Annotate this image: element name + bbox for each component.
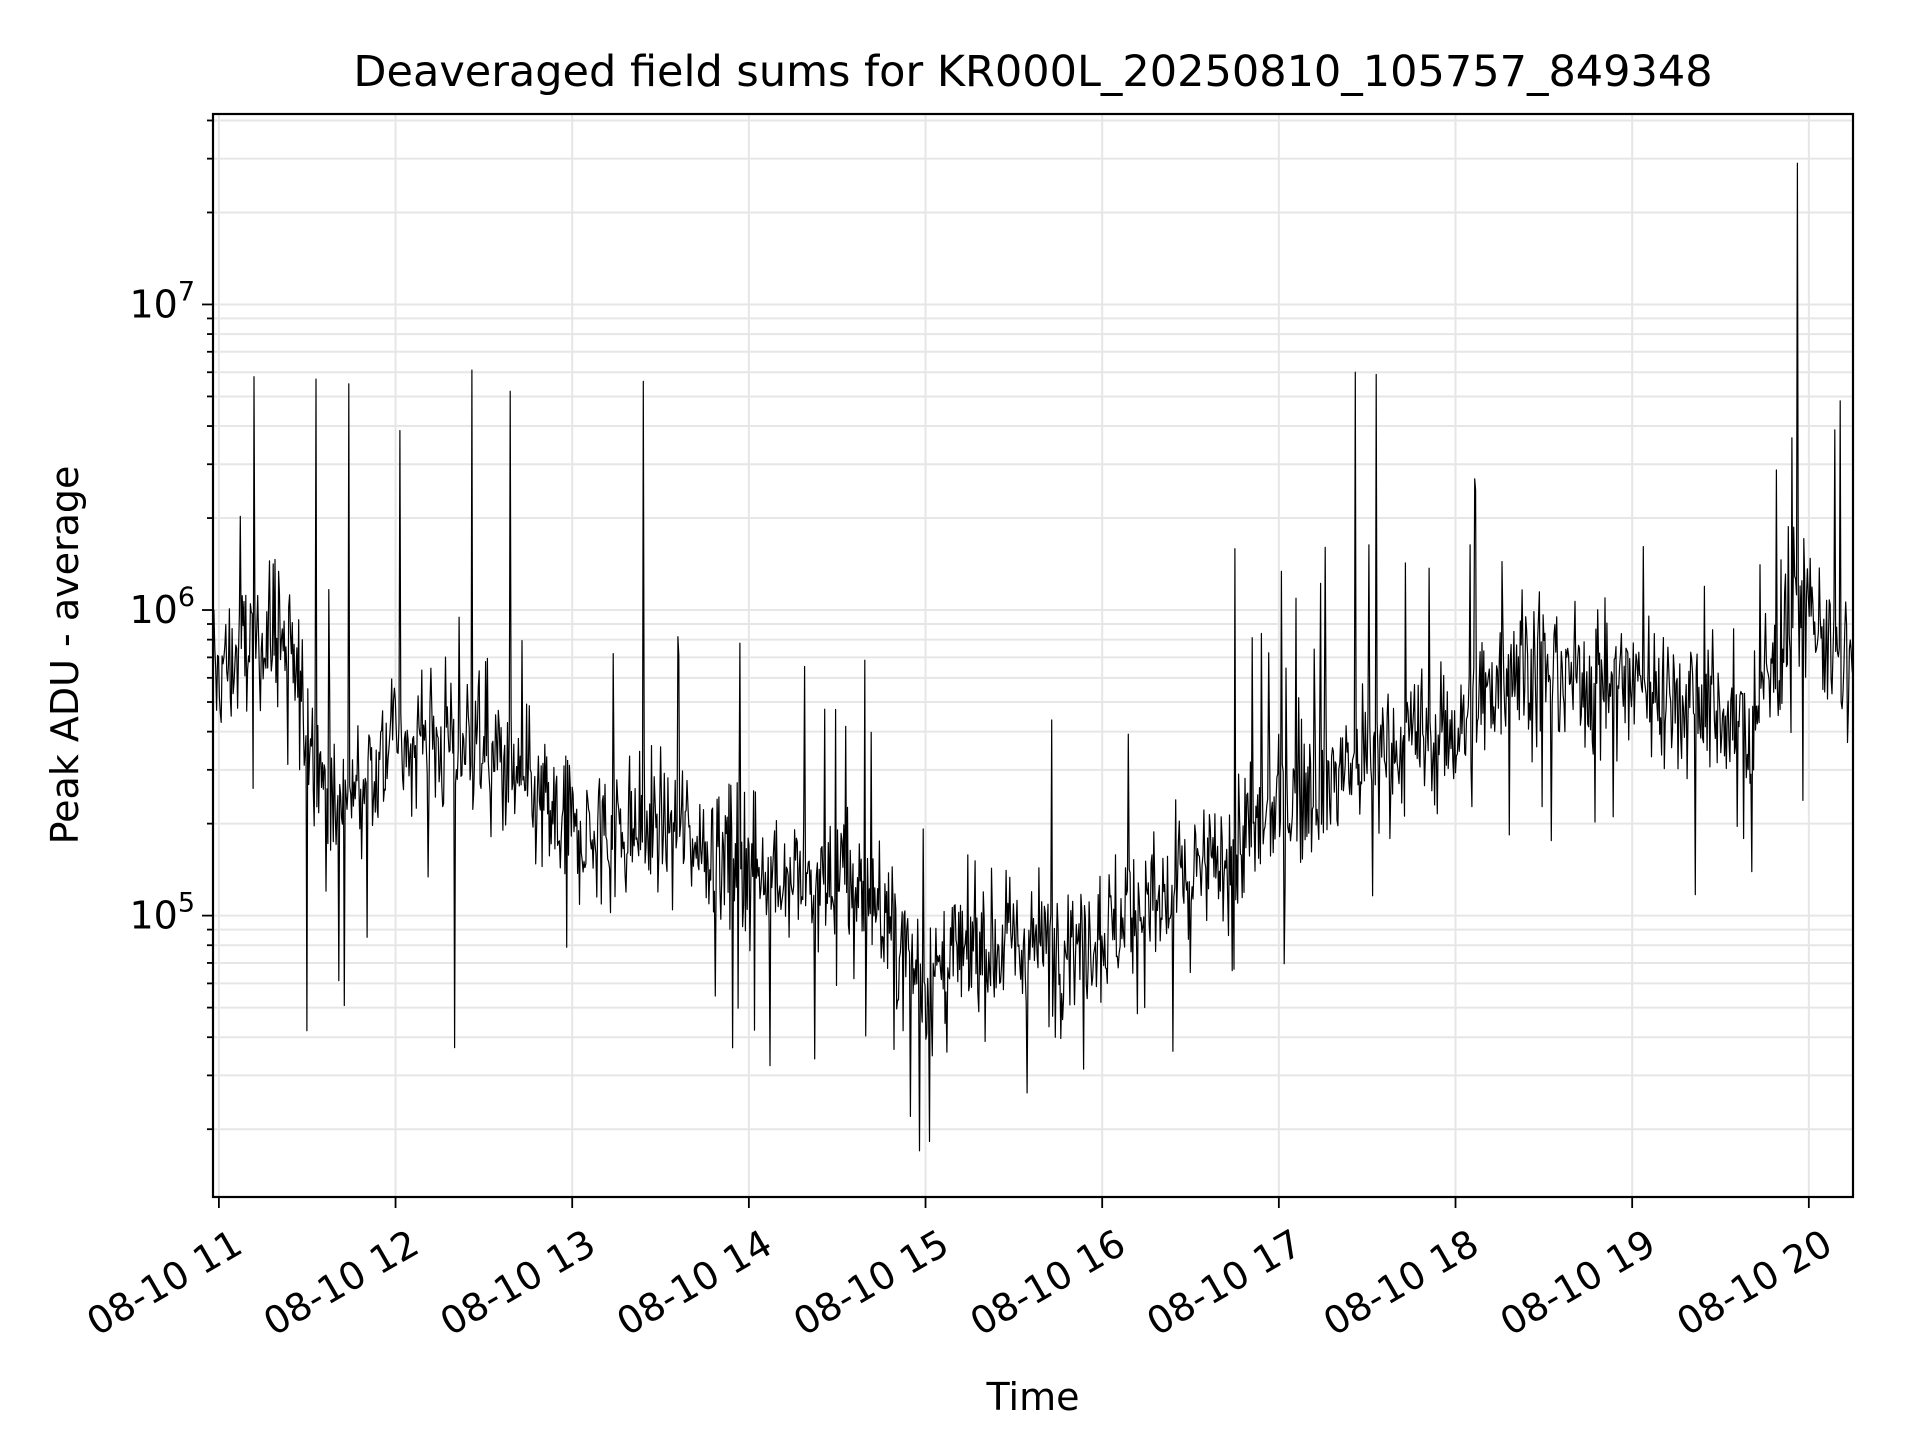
series-group: [212, 162, 1854, 1152]
x-axis-label: Time: [986, 1375, 1080, 1419]
plot-frame: [211, 112, 1855, 1199]
y-tick-label-exponent: 6: [178, 582, 195, 613]
series-line: [212, 162, 1854, 1152]
y-tick-label-exponent: 5: [178, 888, 195, 919]
chart-title: Deaveraged field sums for KR000L_2025081…: [353, 47, 1712, 97]
y-tick-label-exponent: 7: [178, 276, 195, 307]
y-axis-label: Peak ADU - average: [43, 466, 87, 845]
